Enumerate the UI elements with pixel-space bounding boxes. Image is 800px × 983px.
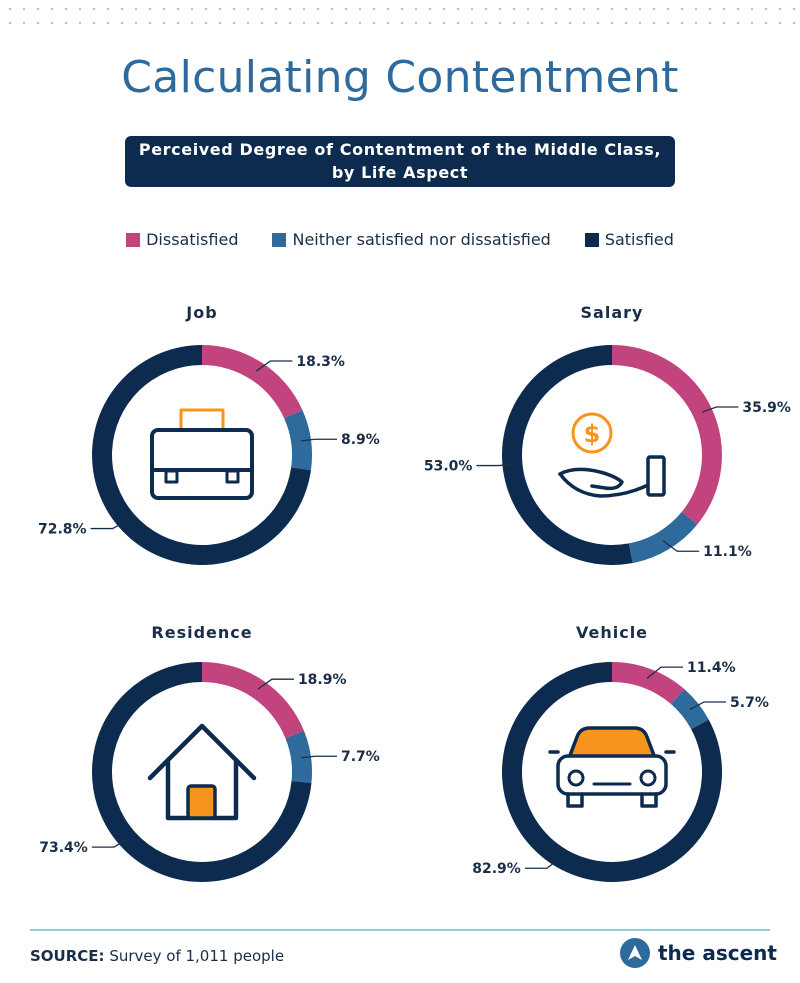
- brand-name: the ascent: [658, 941, 777, 965]
- page-title: Calculating Contentment: [121, 52, 679, 103]
- leader-line-vehicle-satisfied: [524, 857, 562, 869]
- slice-job-dissatisfied: [202, 345, 303, 419]
- data-label-job-dissatisfied: 18.3%: [296, 354, 345, 370]
- slice-salary-dissatisfied: [612, 345, 722, 525]
- leader-line-salary-satisfied: [476, 463, 513, 467]
- slice-residence-neither: [285, 730, 312, 784]
- panel-title-job: Job: [186, 303, 218, 322]
- briefcase-icon: [150, 408, 254, 500]
- svg-text:$: $: [584, 420, 601, 448]
- data-label-job-neither: 8.9%: [341, 432, 380, 448]
- leader-line-residence-dissatisfied: [257, 678, 294, 690]
- footer-divider: [30, 929, 770, 931]
- leader-line-residence-satisfied: [91, 838, 129, 848]
- subtitle-line-2: by Life Aspect: [331, 163, 469, 182]
- panel-title-vehicle: Vehicle: [575, 623, 649, 642]
- data-label-salary-neither: 11.1%: [703, 544, 752, 560]
- leader-line-salary-neither: [662, 540, 700, 552]
- legend-item-satisfied: Satisfied: [584, 230, 674, 249]
- slice-residence-dissatisfied: [202, 662, 305, 739]
- leader-line-vehicle-dissatisfied: [646, 666, 684, 679]
- data-label-vehicle-neither: 5.7%: [730, 695, 769, 711]
- subtitle-line-1: Perceived Degree of Contentment of the M…: [138, 140, 662, 159]
- data-label-residence-dissatisfied: 18.9%: [298, 672, 347, 688]
- slice-salary-satisfied: [501, 345, 633, 566]
- legend-label-dissatisfied: Dissatisfied: [146, 230, 239, 249]
- slice-salary-neither: [628, 511, 698, 564]
- dollar-hand-icon: $: [558, 412, 666, 498]
- data-label-job-satisfied: 72.8%: [38, 522, 87, 538]
- donut-salary: [501, 345, 722, 566]
- leader-line-residence-neither: [300, 755, 338, 759]
- leader-line-job-dissatisfied: [255, 360, 293, 372]
- panel-title-residence: Residence: [151, 623, 253, 642]
- slice-job-neither: [284, 410, 312, 471]
- dotted-header-pattern: [0, 0, 800, 26]
- data-label-vehicle-satisfied: 82.9%: [472, 861, 521, 877]
- data-label-residence-neither: 7.7%: [341, 749, 380, 765]
- leader-line-job-satisfied: [90, 520, 127, 530]
- legend-swatch-satisfied: [584, 232, 599, 247]
- data-label-salary-dissatisfied: 35.9%: [742, 400, 791, 416]
- source-label: SOURCE:: [30, 947, 105, 965]
- legend-swatch-dissatisfied: [126, 232, 141, 247]
- panel-title-salary: Salary: [580, 303, 644, 322]
- source-note: SOURCE: Survey of 1,011 people: [30, 947, 284, 965]
- legend-item-dissatisfied: Dissatisfied: [126, 230, 238, 249]
- data-label-residence-satisfied: 73.4%: [39, 840, 88, 856]
- brand: the ascent: [620, 938, 777, 968]
- donut-residence: [91, 662, 312, 882]
- data-label-vehicle-dissatisfied: 11.4%: [687, 660, 736, 676]
- legend-swatch-neither: [272, 232, 287, 247]
- legend-label-satisfied: Satisfied: [604, 230, 674, 249]
- house-icon: [147, 723, 257, 821]
- source-text: Survey of 1,011 people: [109, 947, 285, 965]
- chart-subtitle: Perceived Degree of Contentment of the M…: [125, 136, 675, 187]
- legend-item-neither: Neither satisfied nor dissatisfied: [272, 230, 551, 249]
- legend: Dissatisfied Neither satisfied nor dissa…: [0, 230, 800, 249]
- ascent-logo-icon: [620, 938, 650, 968]
- donut-charts: $ 18.3% 8.9% 72.8% 35.9% 11.1% 53.0% 18.9% 7.7%…: [38, 345, 791, 882]
- car-icon: [548, 726, 676, 808]
- leader-line-vehicle-neither: [689, 701, 727, 711]
- leader-line-salary-dissatisfied: [702, 406, 739, 413]
- data-label-salary-satisfied: 53.0%: [424, 459, 473, 475]
- donut-job: [91, 345, 312, 565]
- slice-vehicle-dissatisfied: [612, 662, 685, 705]
- legend-label-neither: Neither satisfied nor dissatisfied: [292, 230, 551, 249]
- leader-line-job-neither: [300, 438, 338, 442]
